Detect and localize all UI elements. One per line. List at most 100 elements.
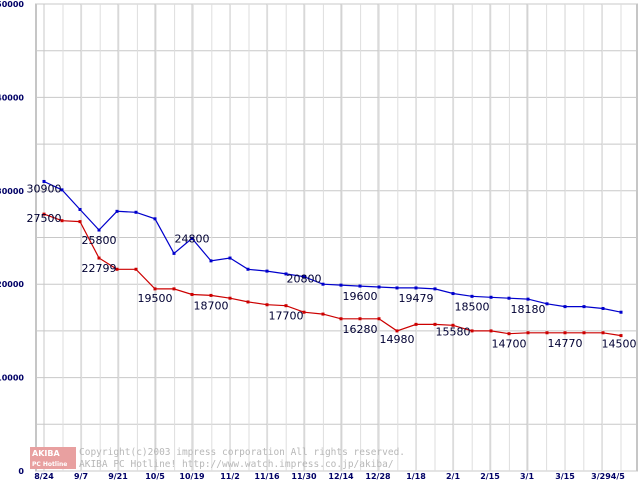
y-tick-label: 20000	[0, 280, 24, 289]
y-axis-ticks: 0 10000 20000 30000 40000 50000	[0, 0, 24, 476]
x-tick-label: 3/294/5	[591, 472, 625, 480]
data-point	[451, 292, 455, 296]
data-point	[619, 310, 623, 314]
data-label: 24800	[175, 232, 210, 245]
data-point	[134, 210, 138, 214]
data-point	[78, 207, 82, 211]
x-tick-label: 9/21	[108, 472, 128, 480]
data-point	[284, 304, 288, 308]
data-point	[97, 228, 101, 232]
x-tick-label: 11/30	[291, 472, 317, 480]
x-tick-label: 10/5	[145, 472, 165, 480]
data-point	[284, 272, 288, 276]
data-label: 14770	[548, 337, 583, 350]
data-label: 19500	[138, 292, 173, 305]
data-labels: 30900 25800 24800 20800 19600 19479 18500 18180…	[27, 182, 637, 350]
data-point	[190, 236, 194, 240]
data-point	[526, 331, 530, 335]
data-label: 25800	[82, 234, 117, 247]
data-point	[172, 287, 176, 291]
data-label: 19479	[399, 292, 434, 305]
data-point	[358, 317, 362, 321]
data-point	[302, 275, 306, 279]
x-tick-label: 9/7	[74, 472, 88, 480]
logo-text: AKIBA	[32, 449, 60, 458]
data-point	[302, 310, 306, 314]
data-point	[526, 297, 530, 301]
grid	[35, 3, 638, 472]
data-label: 16280	[343, 323, 378, 336]
series-line-0	[43, 180, 622, 313]
data-label: 22799	[82, 262, 117, 275]
data-point	[339, 317, 343, 321]
copyright-watermark: AKIBA PC Hotline Copyright(c)2003 impres…	[30, 447, 405, 470]
data-point	[153, 217, 157, 221]
data-point	[246, 300, 250, 304]
data-point	[395, 329, 399, 333]
data-point	[377, 317, 381, 321]
data-point	[60, 219, 64, 223]
x-tick-label: 11/16	[254, 472, 280, 480]
copyright-line: Copyright(c)2003 impress corporation All…	[79, 447, 405, 458]
data-label: 30900	[27, 182, 62, 195]
data-point	[153, 287, 157, 291]
x-tick-label: 11/2	[220, 472, 240, 480]
x-tick-label: 2/15	[480, 472, 500, 480]
data-point	[414, 322, 418, 326]
x-axis-ticks: 8/24 9/7 9/21 10/5 10/19 11/2 11/16 11/30 12/14 1…	[34, 472, 625, 480]
data-label: 18700	[194, 299, 229, 312]
data-point	[507, 332, 511, 336]
data-point	[209, 293, 213, 297]
data-point	[507, 296, 511, 300]
y-tick-label: 0	[18, 467, 24, 476]
data-point	[321, 282, 325, 286]
x-tick-label: 1/18	[406, 472, 426, 480]
data-point	[115, 209, 119, 213]
data-point	[321, 312, 325, 316]
data-point	[563, 305, 567, 309]
data-point	[470, 329, 474, 333]
y-tick-label: 10000	[0, 374, 24, 383]
x-tick-label: 12/28	[365, 472, 391, 480]
data-point	[451, 323, 455, 327]
data-point	[190, 292, 194, 296]
akiba-logo	[30, 447, 76, 469]
data-point	[545, 302, 549, 306]
data-point	[42, 212, 46, 216]
data-point	[470, 294, 474, 298]
data-point	[42, 179, 46, 183]
y-tick-label: 40000	[0, 93, 24, 102]
hotline-url-line: AKIBA PC Hotline! http://www.watch.impre…	[79, 459, 394, 470]
data-point	[582, 305, 586, 309]
data-point	[228, 296, 232, 300]
data-point	[414, 286, 418, 290]
data-point	[60, 188, 64, 192]
logo-subtext: PC Hotline	[32, 461, 67, 468]
data-point	[97, 256, 101, 260]
data-label: 20800	[287, 273, 322, 286]
data-point	[228, 256, 232, 260]
data-point	[115, 267, 119, 271]
data-point	[265, 269, 269, 273]
data-point	[489, 295, 493, 299]
y-tick-label: 50000	[0, 0, 24, 9]
x-tick-label: 8/24	[34, 472, 54, 480]
data-label: 14500	[602, 338, 637, 351]
data-point	[377, 285, 381, 289]
data-point	[395, 286, 399, 290]
x-tick-label: 3/1	[520, 472, 534, 480]
data-point	[339, 283, 343, 287]
data-point	[358, 284, 362, 288]
data-point	[433, 287, 437, 291]
data-point	[172, 251, 176, 255]
data-point	[545, 331, 549, 335]
data-label: 14700	[492, 338, 527, 351]
data-label: 18500	[455, 300, 490, 313]
data-point	[265, 303, 269, 307]
data-label: 15580	[436, 325, 471, 338]
data-label: 17700	[269, 310, 304, 323]
data-label: 27500	[27, 212, 62, 225]
data-label: 19600	[343, 290, 378, 303]
x-tick-label: 2/1	[446, 472, 460, 480]
